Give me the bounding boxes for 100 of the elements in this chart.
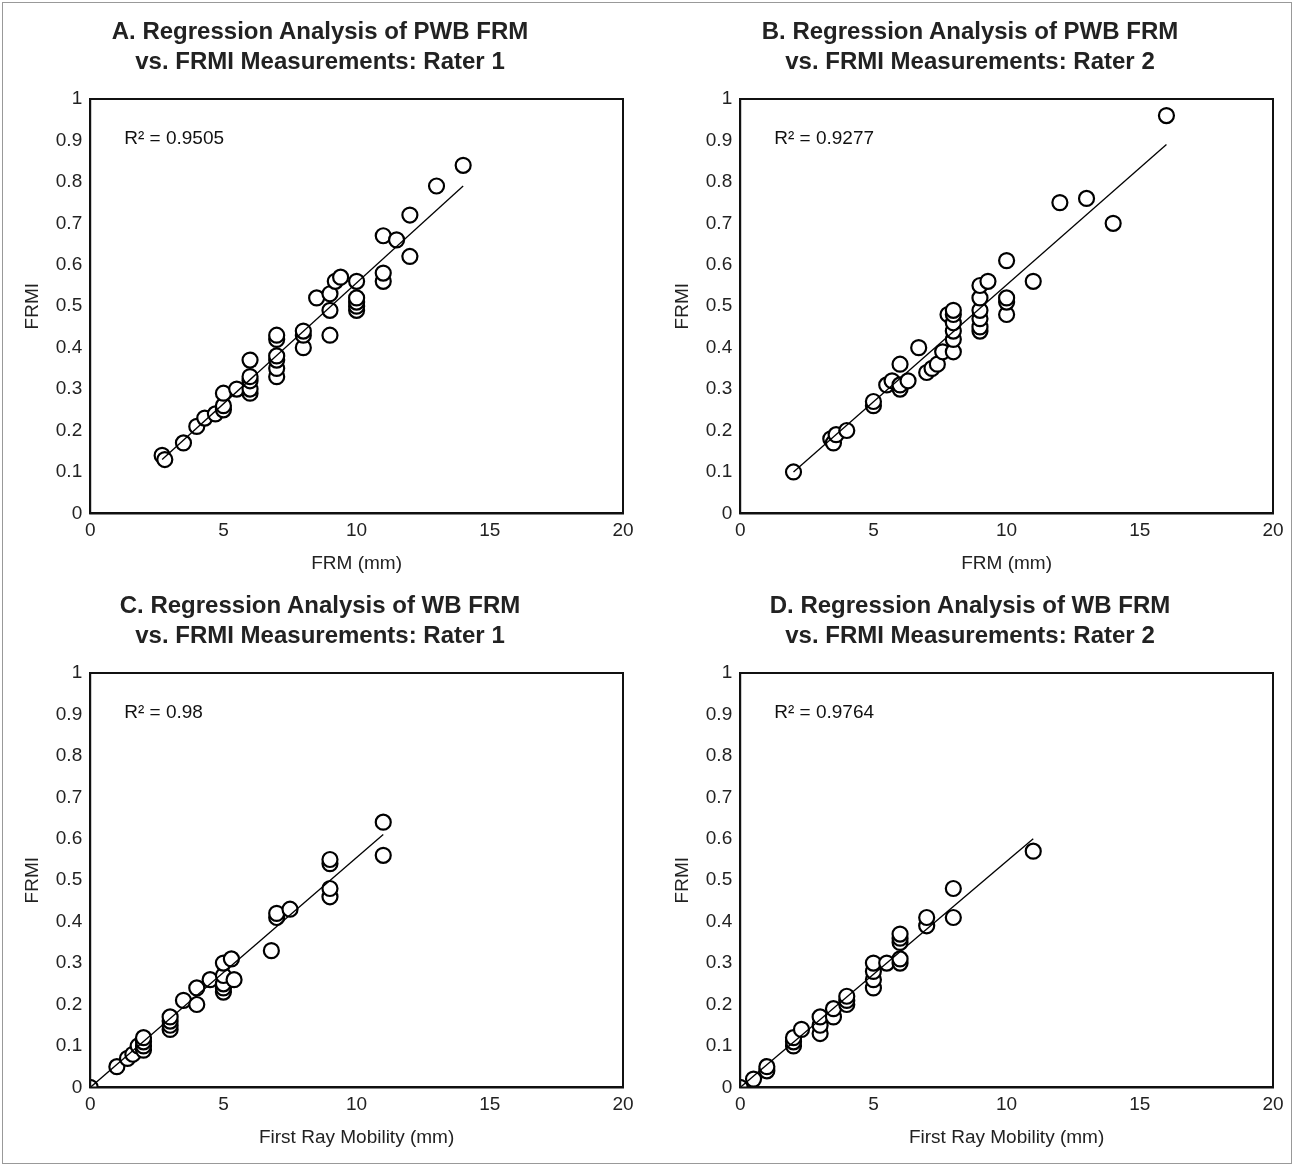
point xyxy=(944,301,962,319)
x-tick-label: 15 xyxy=(479,1093,501,1115)
y-tick-label: 1 xyxy=(721,87,733,109)
y-tick-label: 0 xyxy=(721,501,733,523)
point xyxy=(998,252,1016,270)
y-tick-label: 0.7 xyxy=(55,211,83,233)
y-tick-label: 0.4 xyxy=(55,909,83,931)
point xyxy=(321,850,339,869)
point xyxy=(156,450,174,469)
y-tick-label: 0.5 xyxy=(705,294,733,316)
point xyxy=(1024,272,1042,290)
y-tick-label: 0.3 xyxy=(705,951,733,973)
point xyxy=(401,247,419,266)
point xyxy=(401,206,419,224)
y-tick-label: 0.6 xyxy=(705,826,733,848)
y-axis-title: FRMI xyxy=(20,856,42,904)
x-tick-label: 20 xyxy=(1262,1093,1284,1115)
y-tick-label: 0.4 xyxy=(705,335,733,357)
x-tick-label: 20 xyxy=(1262,519,1284,541)
x-axis-title: First Ray Mobility (mm) xyxy=(258,1125,455,1147)
y-tick-label: 0.5 xyxy=(55,294,83,316)
annotation: R² = 0.9505 xyxy=(124,127,225,149)
y-tick-label: 0.8 xyxy=(55,744,83,766)
y-tick-label: 0.8 xyxy=(705,170,733,192)
y-tick-label: 0.9 xyxy=(705,702,733,724)
y-tick-label: 1 xyxy=(71,87,83,109)
point xyxy=(374,227,392,245)
point xyxy=(321,326,339,344)
point xyxy=(792,1020,811,1038)
point xyxy=(899,372,917,390)
x-axis-title: FRM (mm) xyxy=(961,551,1052,573)
y-tick-label: 0.9 xyxy=(55,128,83,150)
point xyxy=(268,326,286,344)
x-tick-label: 20 xyxy=(612,519,634,541)
x-tick-label: 20 xyxy=(612,1093,634,1115)
y-tick-label: 0.5 xyxy=(55,868,83,890)
x-tick-label: 5 xyxy=(218,519,229,541)
x-tick-label: 15 xyxy=(1129,1093,1151,1115)
y-tick-label: 0.6 xyxy=(55,826,83,848)
point xyxy=(188,979,206,997)
x-tick-label: 5 xyxy=(868,519,879,541)
y-tick-label: 0.1 xyxy=(705,460,733,482)
y-tick-label: 0.6 xyxy=(705,252,733,274)
y-tick-label: 0.1 xyxy=(55,460,83,482)
point xyxy=(321,879,339,898)
y-tick-label: 0.8 xyxy=(55,170,83,192)
point xyxy=(910,339,928,357)
chart-title: B. Regression Analysis of PWB FRM vs. FRMI Measurements: Rater 2 xyxy=(761,16,1179,74)
point xyxy=(944,879,962,898)
y-tick-label: 0.1 xyxy=(55,1034,83,1056)
y-tick-label: 0.5 xyxy=(705,868,733,890)
point xyxy=(348,289,366,307)
point xyxy=(387,231,406,249)
y-tick-label: 0.3 xyxy=(55,951,83,973)
annotation: R² = 0.9277 xyxy=(774,127,875,149)
point xyxy=(891,925,909,943)
point xyxy=(838,421,856,440)
y-tick-label: 0.4 xyxy=(705,909,733,931)
x-tick-label: 15 xyxy=(1129,519,1151,541)
annotation: R² = 0.98 xyxy=(124,701,203,723)
point xyxy=(454,156,472,174)
point xyxy=(891,355,909,373)
y-tick-label: 0.9 xyxy=(55,702,83,724)
point xyxy=(374,846,392,864)
y-tick-label: 0.2 xyxy=(55,418,83,440)
point xyxy=(281,900,299,918)
point xyxy=(427,177,446,195)
point xyxy=(374,264,392,282)
y-tick-label: 0.9 xyxy=(705,128,733,150)
y-tick-label: 0 xyxy=(721,1075,733,1097)
y-tick-label: 1 xyxy=(71,661,83,683)
y-tick-label: 0.2 xyxy=(705,992,733,1014)
point xyxy=(308,289,326,307)
y-axis-title: FRMI xyxy=(670,282,692,330)
point xyxy=(891,950,909,968)
x-tick-label: 10 xyxy=(346,519,368,541)
y-tick-label: 0.8 xyxy=(705,744,733,766)
point xyxy=(1104,214,1122,232)
annotation: R² = 0.9764 xyxy=(774,701,875,723)
point xyxy=(944,908,962,927)
y-tick-label: 0.7 xyxy=(705,785,733,807)
point xyxy=(374,813,392,831)
point xyxy=(998,289,1016,307)
point xyxy=(1157,106,1176,125)
y-axis-title: FRMI xyxy=(670,856,692,904)
x-tick-label: 10 xyxy=(996,1093,1018,1115)
y-tick-label: 0.7 xyxy=(55,785,83,807)
y-tick-label: 0.4 xyxy=(55,335,83,357)
y-tick-label: 0.2 xyxy=(55,992,83,1014)
x-tick-label: 10 xyxy=(346,1093,368,1115)
chart-title: C. Regression Analysis of WB FRM vs. FRMI Measurements: Rater 1 xyxy=(119,590,521,648)
point xyxy=(918,908,936,927)
x-tick-label: 10 xyxy=(996,519,1018,541)
y-tick-label: 0 xyxy=(71,1075,83,1097)
x-axis-title: FRM (mm) xyxy=(311,551,402,573)
chart-title: D. Regression Analysis of WB FRM vs. FRMI Measurements: Rater 2 xyxy=(769,590,1171,648)
chart-title: A. Regression Analysis of PWB FRM vs. FRMI Measurements: Rater 1 xyxy=(111,16,529,74)
y-axis-title: FRMI xyxy=(20,282,42,330)
y-tick-label: 1 xyxy=(721,661,733,683)
point xyxy=(241,351,259,369)
